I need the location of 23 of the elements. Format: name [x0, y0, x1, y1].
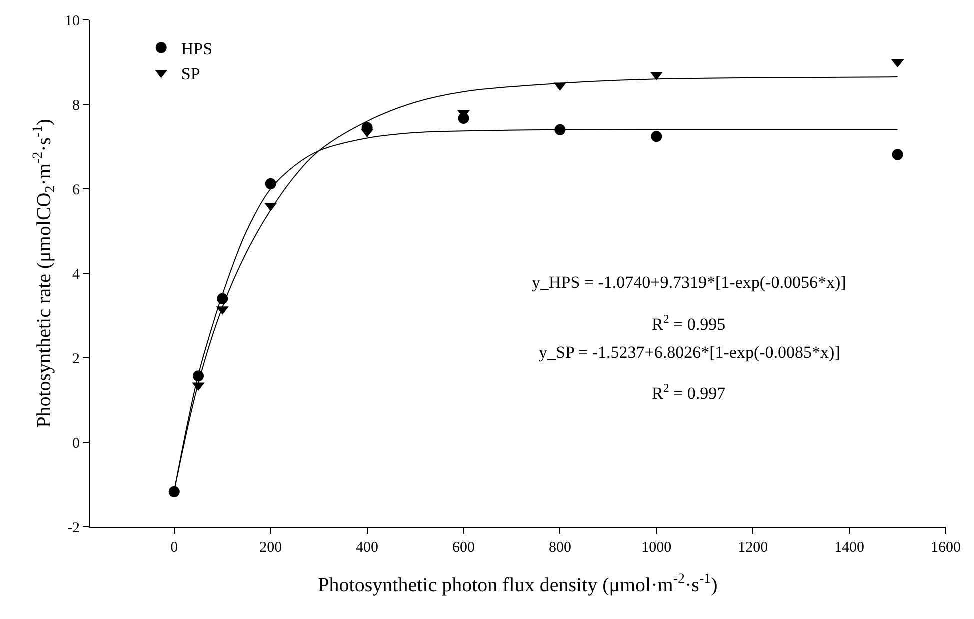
y-tick-label: 10 [65, 13, 80, 30]
y-tick-label: -2 [68, 520, 80, 536]
x-tick-label: 1200 [738, 540, 768, 556]
legend-label: HPS [181, 39, 213, 58]
y-tick-label: 6 [72, 182, 80, 198]
y-tick-label: 4 [72, 266, 80, 283]
x-tick-label: 400 [356, 540, 379, 556]
y-tick-label: 8 [72, 98, 80, 114]
annotation: y_HPS = -1.0740+9.7319*[1-exp(-0.0056*x)] [532, 273, 846, 292]
x-tick-label: 600 [452, 540, 475, 556]
x-tick-label: 200 [260, 540, 282, 556]
x-axis-title: Photosynthetic photon flux density (μmol·m$^{-2}$·s$^{-1}$) [318, 572, 718, 596]
x-tick-label: 1600 [931, 540, 961, 556]
x-tick-label: 0 [170, 540, 178, 556]
legend-label: SP [181, 64, 200, 84]
y-tick-label: 0 [72, 436, 80, 452]
x-tick-label: 800 [548, 540, 572, 556]
annotation: R$^{2}$ = 0.995 [652, 312, 726, 334]
annotation: R$^{2}$ = 0.997 [652, 381, 726, 404]
y-tick-label: 2 [72, 351, 80, 368]
annotation: y_SP = -1.5237+6.8026*[1-exp(-0.0085*x)] [539, 343, 840, 362]
x-tick-label: 1000 [642, 540, 672, 556]
x-tick-label: 1400 [834, 540, 865, 556]
